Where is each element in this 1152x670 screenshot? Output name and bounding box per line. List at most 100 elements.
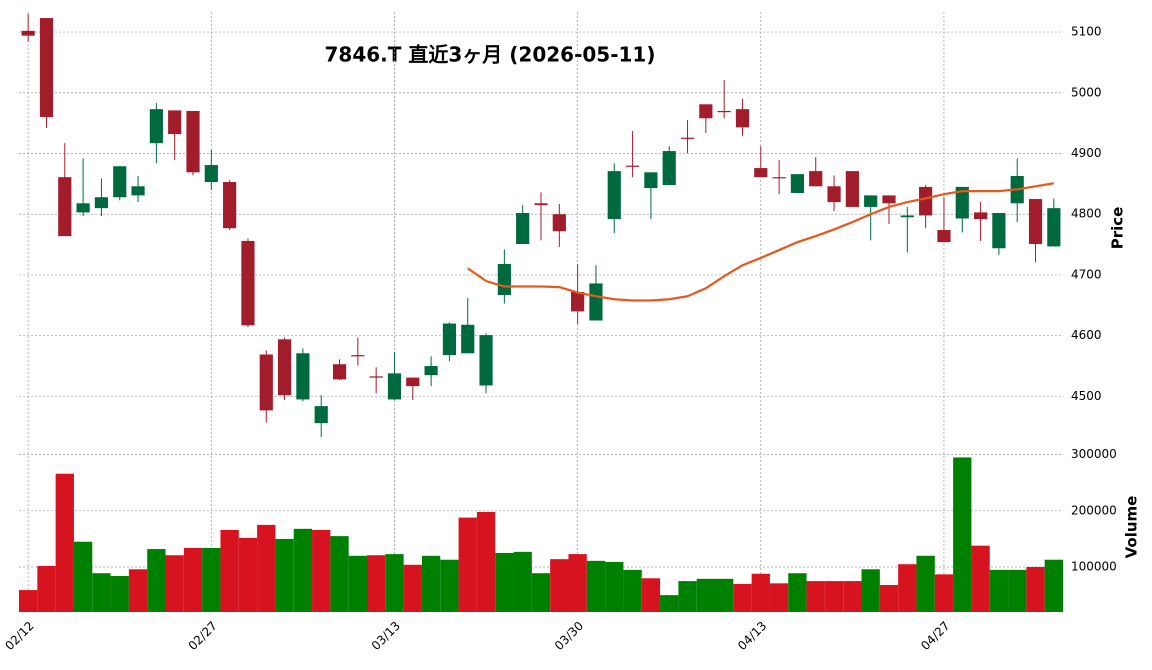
volume-bar (568, 554, 587, 612)
candle-body (919, 186, 933, 216)
y-tick-label: 4600 (1071, 328, 1102, 342)
candle-body (845, 171, 859, 207)
volume-bar (513, 551, 532, 612)
volume-bar (385, 554, 404, 612)
volume-bar (550, 559, 569, 612)
volume-bar (605, 561, 624, 612)
volume-bar (879, 585, 899, 612)
candle-body (58, 177, 72, 237)
candle-body (1047, 208, 1061, 247)
candle-body (332, 364, 347, 380)
candle-body (864, 195, 878, 207)
candle-body (607, 171, 621, 220)
volume-bar (37, 565, 56, 612)
candle-body (241, 240, 255, 326)
candle-body (552, 214, 566, 232)
candle-body (223, 182, 237, 229)
volume-bar (641, 578, 661, 612)
candle-body (369, 376, 383, 378)
volume-bar (788, 573, 807, 612)
candle-body (39, 18, 54, 118)
candle-body (1028, 199, 1043, 244)
candle-body (571, 291, 585, 312)
volume-bar (934, 574, 954, 612)
volume-bar (1044, 559, 1063, 612)
y-tick-label: 4700 (1071, 267, 1102, 281)
candle-body (900, 215, 914, 218)
y-tick-label: 5000 (1071, 85, 1102, 99)
candle-body (992, 213, 1006, 249)
candle-body (699, 104, 713, 119)
candle-body (204, 165, 218, 183)
volume-bar (257, 524, 276, 612)
volume-bar (55, 473, 74, 612)
y-tick-label: 5100 (1071, 25, 1102, 39)
volume-bar (421, 555, 441, 612)
candle-body (424, 366, 438, 376)
candle-body (461, 324, 475, 354)
volume-bar (128, 569, 148, 612)
candle-body (186, 110, 200, 173)
volume-bar (367, 555, 386, 612)
y-tick-label: 4500 (1071, 389, 1102, 403)
volume-bar (183, 547, 203, 612)
volume-bar (898, 564, 917, 612)
volume-tick-label: 300000 (1071, 447, 1117, 461)
volume-bar (916, 555, 935, 612)
candle-body (94, 197, 109, 209)
volume-bar (715, 578, 734, 612)
candle-body (809, 171, 823, 187)
volume-bar (147, 549, 166, 612)
moving-average-line (467, 182, 1055, 302)
x-tick-label: 04/13 (735, 619, 769, 653)
volume-bar (751, 573, 770, 612)
chart-title: 7846.T 直近3ヶ月 (2026-05-11) (325, 43, 656, 67)
volume-bar (293, 528, 313, 612)
candle-body (973, 212, 988, 220)
candle-body (259, 354, 273, 411)
volume-bar (330, 536, 349, 612)
volume-bar (678, 581, 697, 612)
volume-bar (348, 555, 367, 612)
volume-tick-label: 200000 (1071, 503, 1117, 517)
candle-body (76, 203, 90, 213)
volume-bar (824, 581, 844, 612)
candle-body (589, 283, 603, 321)
candle-body (882, 195, 896, 204)
volume-bar (238, 537, 258, 612)
volume-bar (440, 559, 459, 612)
x-tick-label: 02/12 (2, 619, 36, 653)
candle-body (442, 323, 457, 356)
volume-bar (769, 583, 789, 612)
candle-body (387, 373, 402, 400)
candle-body (479, 335, 493, 386)
volume-bar (623, 569, 642, 612)
volume-bar (220, 529, 239, 612)
volume-bar (971, 545, 990, 612)
candle-body (680, 137, 695, 139)
candle-body (113, 166, 127, 198)
candle-body (625, 165, 640, 167)
volume-bar (92, 573, 111, 612)
candle-body (149, 109, 163, 144)
candle-body (497, 264, 511, 295)
volume-bar (110, 576, 129, 612)
candle-body (937, 230, 951, 243)
candle-body (131, 186, 145, 196)
y-tick-label: 4900 (1071, 146, 1102, 160)
x-tick-label: 03/30 (552, 619, 586, 653)
volume-bar (495, 552, 514, 612)
volume-bar (202, 547, 221, 612)
x-tick-label: 03/13 (369, 619, 403, 653)
y-axis-label: Price (1109, 207, 1127, 250)
candle-body (534, 203, 548, 206)
candle-body (827, 186, 841, 203)
volume-bar (275, 538, 294, 612)
candle-body (754, 168, 768, 178)
x-tick-label: 02/27 (186, 619, 220, 653)
candle-body (168, 110, 182, 135)
volume-bar (476, 511, 496, 612)
x-tick-label: 04/27 (918, 619, 952, 653)
volume-bar (696, 578, 715, 612)
